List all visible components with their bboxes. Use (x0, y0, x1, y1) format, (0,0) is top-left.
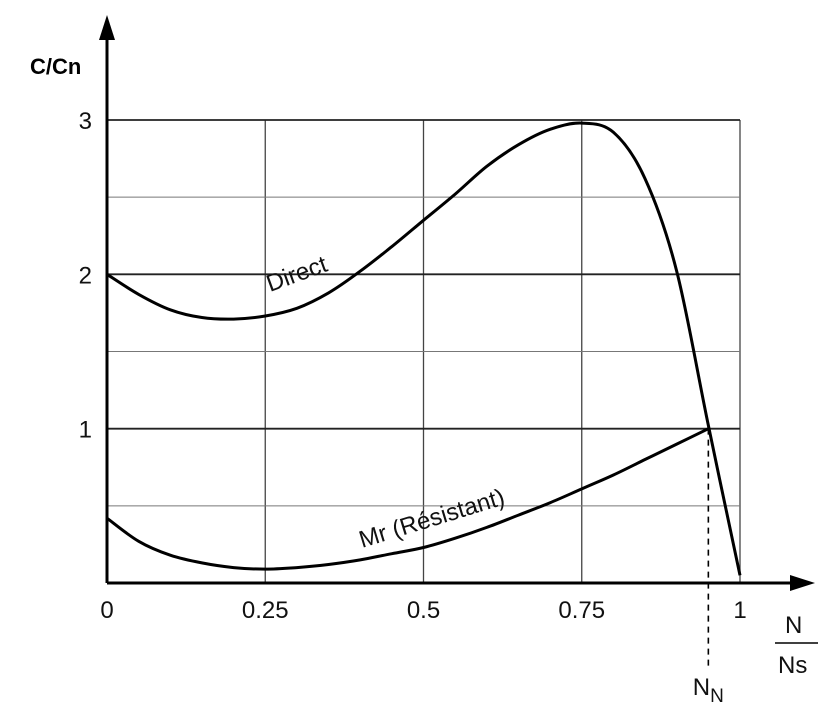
y-tick-label: 1 (79, 417, 92, 444)
series-line-direct (106, 121, 742, 576)
y-axis-arrow-icon (99, 15, 115, 40)
nominal-speed-label: NN (693, 674, 724, 706)
x-axis-label-denominator: Ns (778, 652, 807, 679)
x-axis-label-numerator: N (785, 612, 802, 639)
x-tick-label: 0.75 (558, 597, 605, 624)
x-tick-label: 0.5 (407, 597, 440, 624)
series-label-direct: Direct (263, 251, 331, 298)
series-line-resistant (106, 427, 710, 571)
grid (107, 119, 741, 583)
nominal-speed-marker: NN (693, 428, 724, 706)
tick-labels: 0 0.25 0.5 0.75 1 1 2 3 (79, 108, 747, 624)
series-label-resistant: Mr (Résistant) (356, 484, 508, 554)
y-axis-label: C/Cn (30, 54, 81, 79)
axes (99, 15, 815, 591)
series-lines (106, 121, 742, 576)
y-tick-label: 2 (79, 262, 92, 289)
y-tick-label: 3 (79, 108, 92, 135)
x-tick-label: 1 (733, 597, 746, 624)
x-tick-label: 0 (100, 597, 113, 624)
x-axis-arrow-icon (790, 575, 815, 591)
x-tick-label: 0.25 (242, 597, 289, 624)
